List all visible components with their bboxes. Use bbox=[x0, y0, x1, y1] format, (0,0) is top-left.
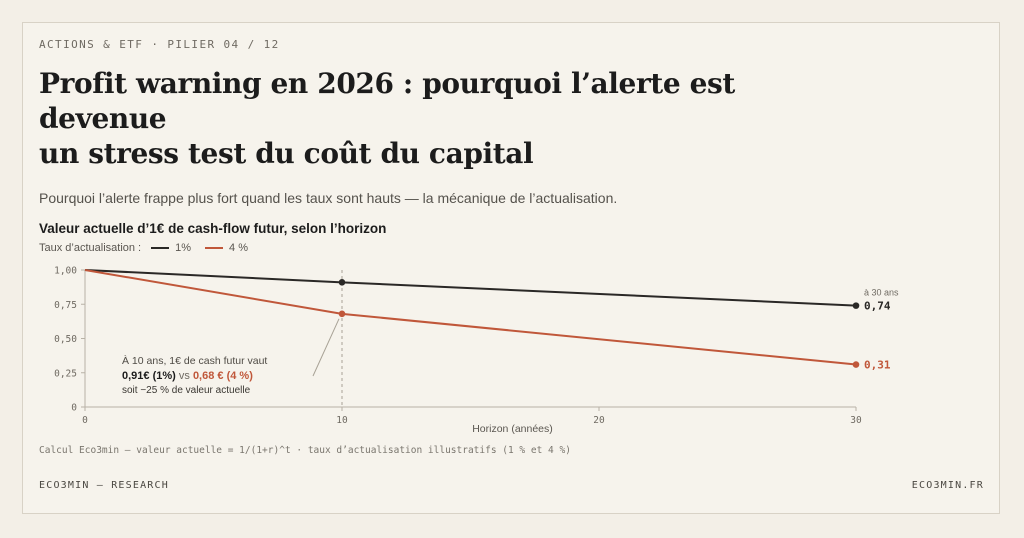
legend-prefix: Taux d’actualisation : bbox=[39, 242, 142, 254]
x-axis-label: Horizon (années) bbox=[472, 423, 553, 435]
end-value-label: 0,31 bbox=[864, 359, 891, 372]
y-tick-label: 1,00 bbox=[54, 266, 77, 277]
title-line-2: un stress test du coût du capital bbox=[39, 137, 534, 170]
annotation-value-2: 0,68 € (4 %) bbox=[193, 370, 253, 382]
series-line-2 bbox=[84, 269, 857, 366]
annotation-vs: vs bbox=[179, 370, 193, 382]
y-tick-label: 0 bbox=[71, 403, 77, 414]
end-note: à 30 ans bbox=[864, 288, 899, 298]
chart-legend: Taux d’actualisation : 1% 4 % bbox=[39, 242, 248, 254]
x-tick-label: 10 bbox=[336, 415, 348, 426]
x-tick-label: 0 bbox=[82, 415, 88, 426]
legend-label-1: 1% bbox=[175, 242, 192, 254]
x-tick-label: 20 bbox=[593, 415, 605, 426]
title-line-1: Profit warning en 2026 : pourquoi l’aler… bbox=[39, 67, 735, 135]
y-tick-label: 0,50 bbox=[54, 334, 77, 345]
legend-label-2: 4 % bbox=[229, 242, 248, 254]
legend-swatch-1 bbox=[151, 247, 170, 249]
x-tick-label: 30 bbox=[850, 415, 862, 426]
y-tick-label: 0,75 bbox=[54, 300, 77, 311]
legend-swatch-2 bbox=[205, 247, 224, 249]
y-tick-label: 0,25 bbox=[54, 368, 77, 379]
footer-site: ECO3MIN.FR bbox=[911, 480, 984, 491]
annotation-leader bbox=[312, 318, 340, 377]
data-point bbox=[852, 302, 860, 309]
annotation-line-2: 0,91€ (1%) vs 0,68 € (4 %) bbox=[122, 370, 253, 382]
end-value-label: 0,74 bbox=[864, 300, 891, 313]
series-line-1 bbox=[84, 269, 857, 307]
data-point bbox=[852, 361, 860, 368]
data-point bbox=[338, 310, 346, 318]
subtitle: Pourquoi l’alerte frappe plus fort quand… bbox=[39, 190, 618, 206]
article-card bbox=[22, 22, 1000, 514]
annotation-line-3: soit −25 % de valeur actuelle bbox=[122, 385, 251, 396]
page-title: Profit warning en 2026 : pourquoi l’aler… bbox=[39, 66, 859, 171]
annotation-line-1: À 10 ans, 1€ de cash futur vaut bbox=[122, 354, 267, 367]
kicker: ACTIONS & ETF · PILIER 04 / 12 bbox=[39, 38, 280, 51]
chart-title: Valeur actuelle d’1€ de cash-flow futur,… bbox=[39, 221, 387, 236]
data-point bbox=[338, 279, 346, 286]
footnote: Calcul Eco3min — valeur actuelle = 1/(1+… bbox=[39, 445, 571, 456]
annotation-value-1: 0,91€ (1%) bbox=[122, 370, 179, 382]
footer-brand: ECO3MIN — RESEARCH bbox=[39, 480, 169, 491]
